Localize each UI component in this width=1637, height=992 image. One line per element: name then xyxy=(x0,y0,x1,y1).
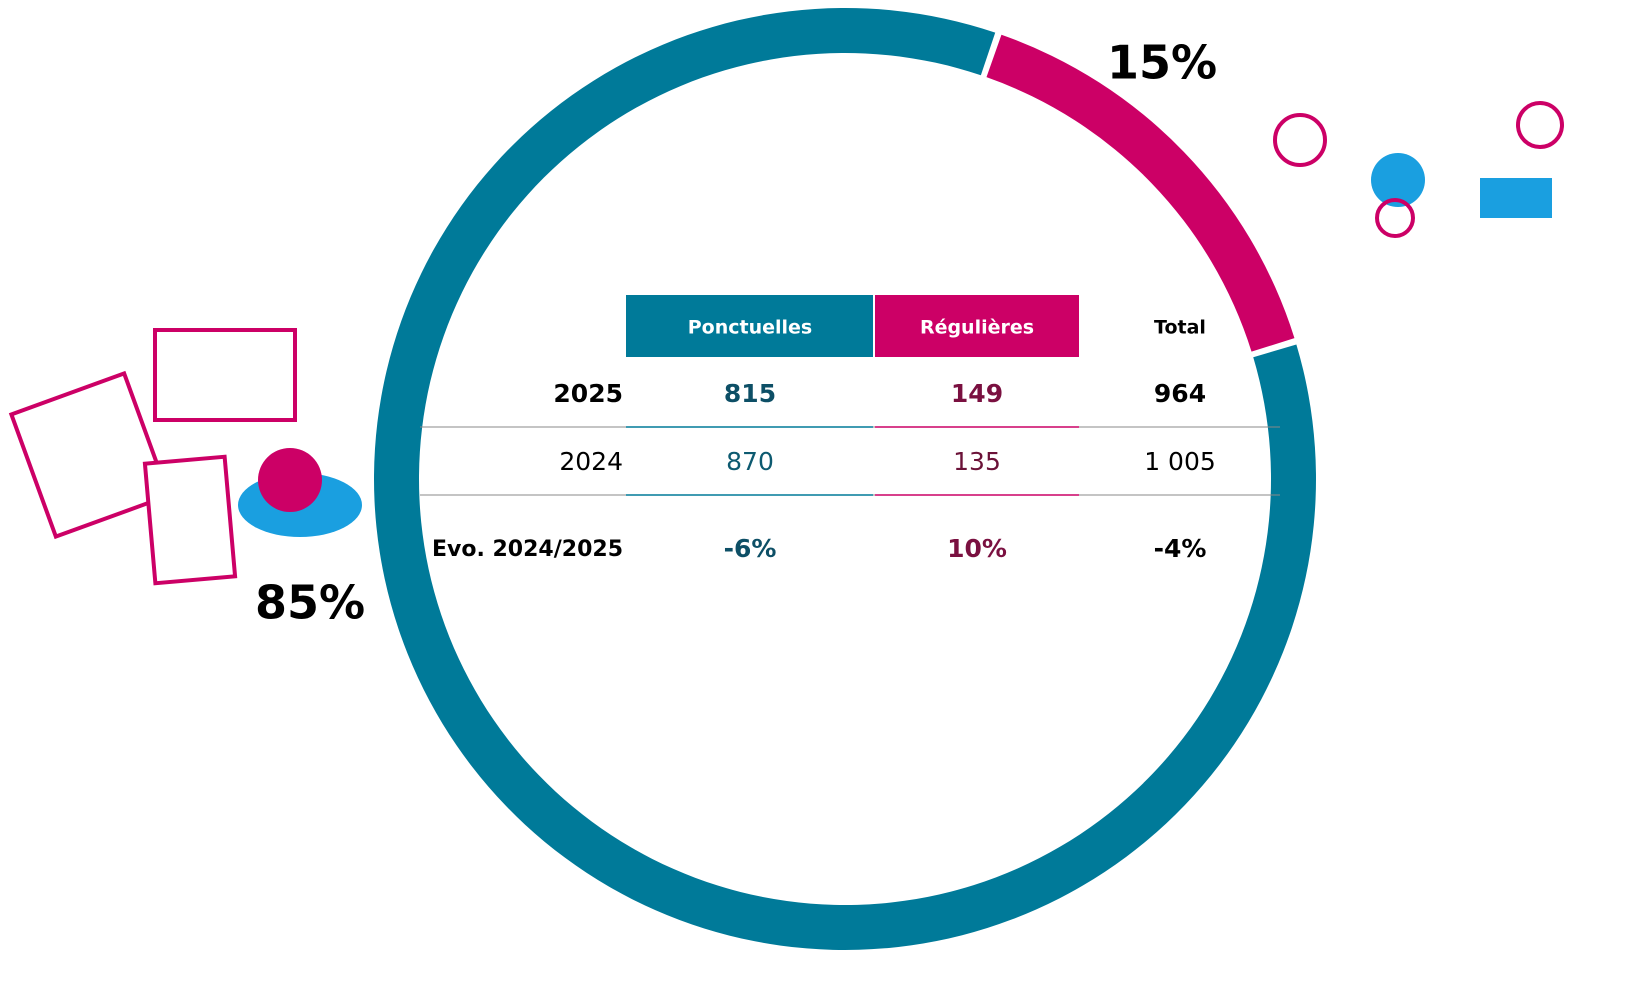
box xyxy=(1480,178,1552,218)
header-cell xyxy=(626,295,873,357)
table-cell: 135 xyxy=(953,447,1001,476)
header-cell xyxy=(875,295,1079,357)
speaker-house xyxy=(153,328,297,422)
donut xyxy=(374,7,1316,950)
runner xyxy=(1273,113,1327,167)
guitarist xyxy=(1375,198,1415,238)
row-label: Evo. 2024/2025 xyxy=(432,537,623,562)
value-label: 15% xyxy=(1107,36,1217,90)
table: Ponctuelles Régulières Total 2025 815 149 964 2… xyxy=(420,295,1280,563)
ball xyxy=(1371,153,1425,207)
table-cell: 815 xyxy=(724,379,776,408)
character xyxy=(258,448,322,512)
cine-ticket xyxy=(8,370,172,540)
column-header: Régulières xyxy=(920,317,1034,339)
row-label: 2024 xyxy=(559,447,623,476)
donut-segment xyxy=(986,34,1295,352)
table-cell: 149 xyxy=(951,379,1003,408)
table-cell: 10% xyxy=(947,534,1007,563)
table-cell: 1 005 xyxy=(1144,447,1216,476)
row-label: 2025 xyxy=(553,379,623,408)
table-cell: -6% xyxy=(724,534,777,563)
value-label: 85% xyxy=(255,576,365,630)
decoration-left xyxy=(8,328,362,586)
table-cell: 964 xyxy=(1154,379,1206,408)
table-cell: 870 xyxy=(726,447,774,476)
column-header: Total xyxy=(1154,317,1206,339)
table-cell: -4% xyxy=(1154,534,1207,563)
column-header: Ponctuelles xyxy=(688,317,812,339)
decoration-right xyxy=(1273,101,1564,238)
portrait xyxy=(142,454,238,586)
writer xyxy=(1516,101,1564,149)
